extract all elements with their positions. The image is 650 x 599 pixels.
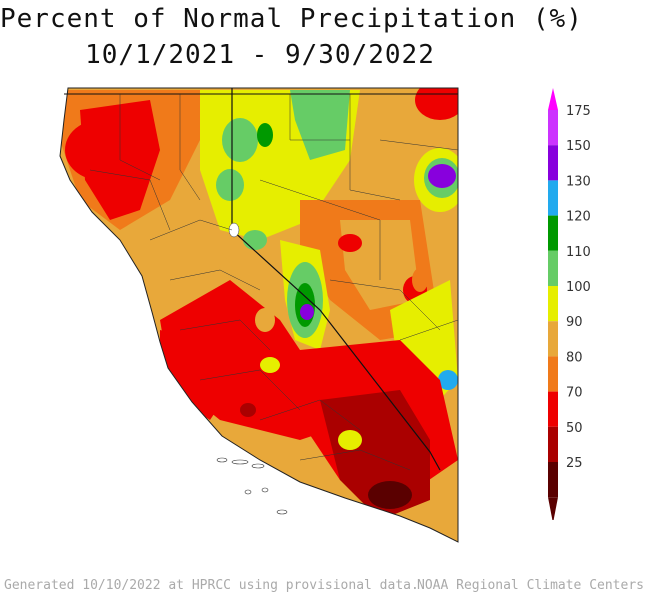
legend-swatch: [548, 356, 558, 392]
legend-top-arrow: [548, 88, 558, 110]
map-date-range: 10/1/2021 - 9/30/2022: [85, 40, 435, 70]
legend-swatch: [548, 286, 558, 322]
legend-label: 120: [566, 210, 591, 225]
color-legend: 175 150 130 120 110 100 90 80 70 50 25: [548, 88, 591, 520]
generated-note: Generated 10/10/2022 at HPRCC using prov…: [4, 578, 419, 593]
legend-swatch: [548, 426, 558, 462]
legend-label: 100: [566, 280, 591, 295]
map-title: Percent of Normal Precipitation (%): [0, 4, 583, 34]
provider-credit: NOAA Regional Climate Centers: [417, 578, 644, 593]
precip-field: [60, 88, 458, 542]
lake-tahoe: [228, 222, 240, 238]
legend-swatch: [548, 145, 558, 181]
legend-label: 70: [566, 386, 583, 401]
legend-label: 130: [566, 174, 591, 189]
legend-label: 175: [566, 104, 591, 119]
legend-label: 110: [566, 245, 591, 260]
legend-swatch: [548, 180, 558, 216]
legend-label: 50: [566, 421, 583, 436]
legend-label: 80: [566, 350, 583, 365]
region-outline: [59, 87, 459, 543]
legend-swatch: [548, 321, 558, 357]
state-border: [231, 88, 441, 471]
legend-bottom-arrow: [548, 497, 558, 520]
legend-swatch: [548, 462, 558, 498]
channel-islands: [216, 457, 288, 515]
legend-label: 90: [566, 315, 583, 330]
legend-swatch: [548, 110, 558, 146]
legend-swatch: [548, 391, 558, 427]
legend-swatch: [548, 250, 558, 286]
precipitation-map: [59, 87, 459, 543]
legend-swatch: [548, 215, 558, 251]
county-lines: [89, 94, 459, 471]
legend-label: 150: [566, 139, 591, 154]
legend-label: 25: [566, 456, 583, 471]
